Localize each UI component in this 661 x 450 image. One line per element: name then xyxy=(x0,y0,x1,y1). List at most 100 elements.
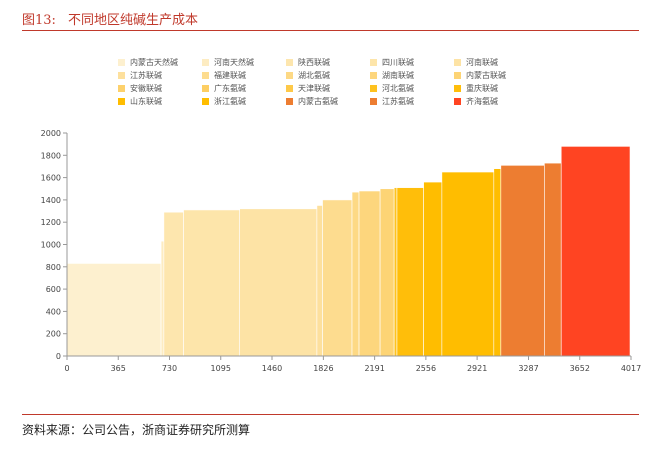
legend-label: 安徽联碱 xyxy=(130,83,162,93)
legend-label: 福建联碱 xyxy=(214,70,246,80)
cost-bar xyxy=(66,263,162,357)
legend-item: 河南天然碱 xyxy=(202,56,254,68)
legend-swatch xyxy=(202,58,209,66)
cost-bar xyxy=(160,240,165,357)
legend-swatch xyxy=(286,71,293,79)
legend-label: 湖南联碱 xyxy=(382,70,414,80)
legend-item: 齐海氨碱 xyxy=(454,95,498,107)
legend-item: 湖南联碱 xyxy=(370,69,414,81)
legend-label: 河南天然碱 xyxy=(214,57,254,67)
cost-bar xyxy=(358,190,381,357)
figure-title: 图13: 不同地区纯碱生产成本 xyxy=(22,9,198,28)
legend-label: 内蒙古联碱 xyxy=(466,70,506,80)
legend-swatch xyxy=(370,58,377,66)
legend-item: 四川联碱 xyxy=(370,56,414,68)
legend-label: 重庆联碱 xyxy=(466,83,498,93)
x-tick-label: 2921 xyxy=(467,364,487,373)
legend-label: 内蒙古天然碱 xyxy=(130,57,178,67)
x-tick-label: 4017 xyxy=(621,364,641,373)
legend-item: 河北氨碱 xyxy=(370,82,414,94)
legend-item: 浙江氨碱 xyxy=(202,95,246,107)
legend-item: 福建联碱 xyxy=(202,69,246,81)
cost-bar xyxy=(183,209,240,357)
y-tick-label: 1400 xyxy=(41,196,61,205)
legend-swatch xyxy=(286,84,293,92)
cost-bar xyxy=(441,171,495,357)
y-tick-label: 1000 xyxy=(41,241,61,250)
legend-label: 河北氨碱 xyxy=(382,83,414,93)
legend-label: 江苏联碱 xyxy=(130,70,162,80)
legend-item: 江苏氨碱 xyxy=(370,95,414,107)
cost-bar xyxy=(560,146,631,357)
x-tick-label: 2191 xyxy=(364,364,384,373)
legend-label: 浙江氨碱 xyxy=(214,96,246,106)
y-tick-label: 2000 xyxy=(41,129,61,138)
legend-item: 陕西联碱 xyxy=(286,56,330,68)
legend-item: 安徽联碱 xyxy=(118,82,162,94)
legend-swatch xyxy=(202,97,209,105)
x-tick-label: 3652 xyxy=(570,364,590,373)
y-tick-label: 1800 xyxy=(41,151,61,160)
title-rule xyxy=(22,30,639,31)
legend-swatch xyxy=(454,58,461,66)
legend-item: 山东联碱 xyxy=(118,95,162,107)
legend-label: 广东氨碱 xyxy=(214,83,246,93)
cost-bar xyxy=(379,188,395,357)
legend-swatch xyxy=(118,97,125,105)
legend-label: 湖北氨碱 xyxy=(298,70,330,80)
legend-item: 内蒙古天然碱 xyxy=(118,56,178,68)
legend-swatch xyxy=(370,84,377,92)
legend-swatch xyxy=(118,84,125,92)
y-tick-label: 0 xyxy=(56,352,61,361)
legend-swatch xyxy=(118,71,125,79)
legend-item: 广东氨碱 xyxy=(202,82,246,94)
legend-label: 山东联碱 xyxy=(130,96,162,106)
cost-bar xyxy=(163,211,184,357)
y-tick-label: 600 xyxy=(46,285,61,294)
legend-label: 江苏氨碱 xyxy=(382,96,414,106)
legend-swatch xyxy=(370,97,377,105)
figure-number: 图13: xyxy=(22,13,56,28)
y-tick-label: 200 xyxy=(46,330,61,339)
cost-bar xyxy=(239,208,318,357)
legend-swatch xyxy=(286,97,293,105)
x-tick-label: 1826 xyxy=(313,364,333,373)
cost-bar xyxy=(493,168,502,357)
cost-bar xyxy=(351,191,360,357)
y-tick-label: 1600 xyxy=(41,174,61,183)
x-tick-label: 365 xyxy=(111,364,126,373)
legend-swatch xyxy=(202,71,209,79)
x-tick-label: 1095 xyxy=(211,364,231,373)
cost-bar xyxy=(396,187,424,357)
legend-item: 江苏联碱 xyxy=(118,69,162,81)
legend-swatch xyxy=(454,84,461,92)
legend-item: 内蒙古氨碱 xyxy=(286,95,338,107)
x-tick-label: 1460 xyxy=(262,364,282,373)
footer-rule xyxy=(22,414,639,415)
figure-title-text: 不同地区纯碱生产成本 xyxy=(67,13,198,28)
legend-swatch xyxy=(454,71,461,79)
legend-swatch xyxy=(370,71,377,79)
cost-bar xyxy=(316,205,323,357)
cost-bar xyxy=(322,199,353,357)
x-tick-label: 2556 xyxy=(416,364,436,373)
legend-swatch xyxy=(454,97,461,105)
x-tick-label: 3287 xyxy=(518,364,538,373)
legend-swatch xyxy=(202,84,209,92)
y-tick-label: 1200 xyxy=(41,218,61,227)
y-tick-label: 800 xyxy=(46,263,61,272)
cost-bar xyxy=(500,165,545,357)
legend-label: 河南联碱 xyxy=(466,57,498,67)
cost-bar xyxy=(423,181,443,357)
legend-item: 内蒙古联碱 xyxy=(454,69,506,81)
legend-label: 天津联碱 xyxy=(298,83,330,93)
legend-item: 河南联碱 xyxy=(454,56,498,68)
legend-item: 天津联碱 xyxy=(286,82,330,94)
legend-label: 齐海氨碱 xyxy=(466,96,498,106)
x-tick-label: 730 xyxy=(162,364,177,373)
legend-label: 陕西联碱 xyxy=(298,57,330,67)
legend-item: 重庆联碱 xyxy=(454,82,498,94)
legend-label: 四川联碱 xyxy=(382,57,414,67)
cost-bar xyxy=(544,162,562,357)
